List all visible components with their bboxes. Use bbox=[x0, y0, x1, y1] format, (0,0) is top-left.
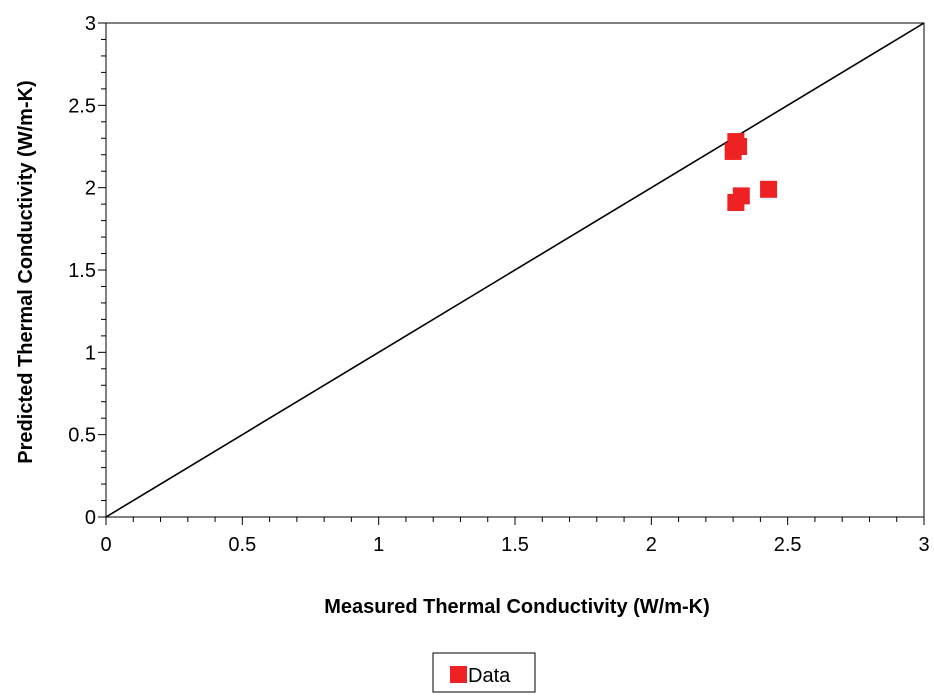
y-tick-label: 0.5 bbox=[68, 425, 96, 447]
plot-area bbox=[105, 22, 925, 518]
y-tick-label: 1 bbox=[85, 342, 96, 364]
legend-label-data: Data bbox=[468, 665, 511, 687]
x-tick-label: 1 bbox=[373, 534, 384, 556]
parity-line bbox=[105, 22, 925, 518]
data-point bbox=[760, 180, 778, 198]
data-points bbox=[724, 133, 778, 211]
x-tick-label: 1.5 bbox=[501, 534, 529, 556]
x-tick-label: 2.5 bbox=[774, 534, 802, 556]
y-tick-label: 3 bbox=[85, 13, 96, 35]
y-tick-label: 2 bbox=[85, 178, 96, 200]
y-axis-ticks: 0 0.5 1 1.5 2 2.5 3 bbox=[68, 13, 106, 529]
y-tick-label: 1.5 bbox=[68, 260, 96, 282]
y-tick-label: 2.5 bbox=[68, 95, 96, 117]
data-point bbox=[730, 138, 748, 155]
x-tick-label: 2 bbox=[646, 534, 657, 556]
x-axis-ticks: 0 0.5 1 1.5 2 2.5 3 bbox=[100, 517, 930, 556]
legend: Data bbox=[432, 652, 536, 693]
x-tick-label: 0 bbox=[100, 534, 111, 556]
x-tick-label: 3 bbox=[918, 534, 929, 556]
y-tick-label: 0 bbox=[85, 507, 96, 529]
x-axis-title: Measured Thermal Conductivity (W/m-K) bbox=[324, 596, 710, 618]
data-point bbox=[727, 193, 745, 211]
legend-marker-data bbox=[450, 666, 467, 683]
y-axis-title: Predicted Thermal Conductivity (W/m-K) bbox=[15, 80, 37, 463]
x-tick-label: 0.5 bbox=[228, 534, 256, 556]
